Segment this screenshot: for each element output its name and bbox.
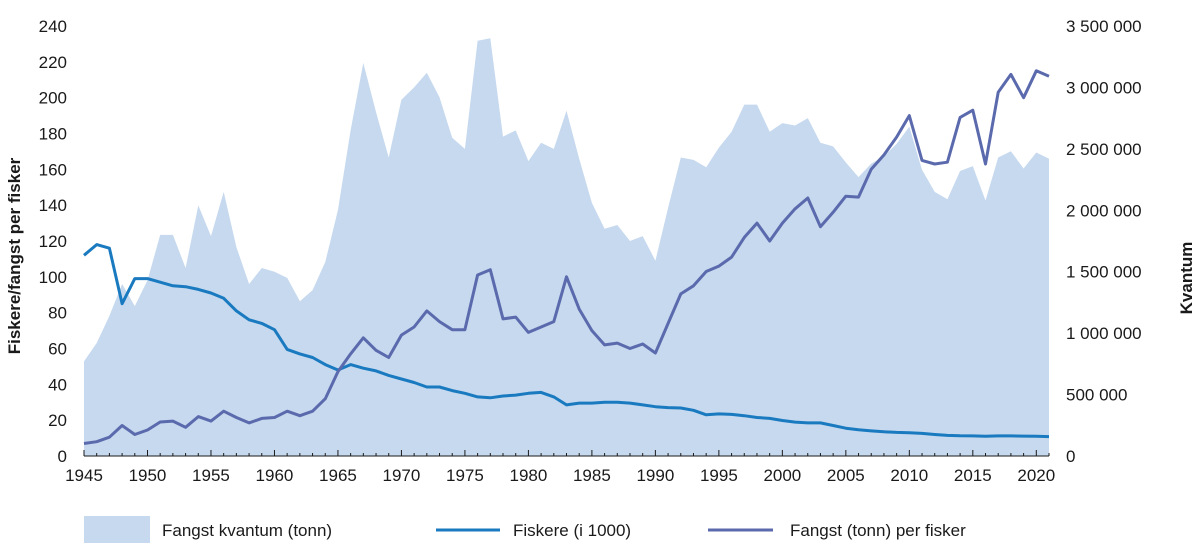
y-left-tick-label: 60 <box>48 340 67 359</box>
y-right-tick-label: 3 000 000 <box>1066 78 1142 97</box>
y-axis-right-ticks: 0 500 000 1 000 000 1 500 000 2 000 000 2 500… <box>1066 17 1142 466</box>
x-tick-label: 1960 <box>256 466 294 485</box>
y-left-tick-label: 140 <box>39 196 67 215</box>
x-tick-label: 1980 <box>509 466 547 485</box>
x-tick-label: 2015 <box>954 466 992 485</box>
series-line-fiskere <box>83 243 1050 439</box>
y-right-tick-label: 3 500 000 <box>1066 17 1142 36</box>
y-left-tick-label: 220 <box>39 53 67 72</box>
y-left-tick-label: 120 <box>39 232 67 251</box>
x-tick-label: 2010 <box>890 466 928 485</box>
legend-swatch-area <box>84 516 150 543</box>
y-left-tick-label: 160 <box>39 160 67 179</box>
x-tick-label: 1970 <box>383 466 421 485</box>
plot-area <box>83 38 1050 457</box>
x-axis-ticks: 1945 1950 1955 1960 1965 1970 1975 1980 1985 1990… <box>65 466 1055 485</box>
y-right-tick-label: 2 500 000 <box>1066 140 1142 159</box>
y-left-tick-label: 20 <box>48 411 67 430</box>
y-left-tick-label: 80 <box>48 304 67 323</box>
legend-label-fiskere: Fiskere (i 1000) <box>513 521 631 540</box>
y-right-tick-label: 2 000 000 <box>1066 201 1142 220</box>
x-tick-label: 1995 <box>700 466 738 485</box>
x-tick-label: 1950 <box>129 466 167 485</box>
series-area-fangst-kvantum <box>84 38 1049 457</box>
y-right-tick-label: 1 500 000 <box>1066 263 1142 282</box>
x-tick-label: 1965 <box>319 466 357 485</box>
x-tick-label: 1990 <box>636 466 674 485</box>
y-left-tick-label: 200 <box>39 89 67 108</box>
x-tick-label: 1945 <box>65 466 103 485</box>
legend-label-per-fisker: Fangst (tonn) per fisker <box>790 521 966 540</box>
y-left-tick-label: 40 <box>48 375 67 394</box>
y-right-tick-label: 1 000 000 <box>1066 324 1142 343</box>
y-right-tick-label: 0 <box>1066 447 1075 466</box>
y-left-tick-label: 240 <box>39 17 67 36</box>
legend: Fangst kvantum (tonn) Fiskere (i 1000) F… <box>84 516 966 543</box>
x-tick-label: 1955 <box>192 466 230 485</box>
x-tick-label: 1975 <box>446 466 484 485</box>
series-line-fangst-per-fisker <box>83 69 1050 445</box>
y-left-tick-label: 100 <box>39 268 67 287</box>
y-axis-left-ticks: 0 20 40 60 80 100 120 140 160 180 200 220 240 <box>39 17 67 466</box>
y-axis-left-title: Fiskere/fangst per fisker <box>5 157 24 354</box>
y-right-tick-label: 500 000 <box>1066 386 1127 405</box>
legend-label-area: Fangst kvantum (tonn) <box>162 521 332 540</box>
x-tick-label: 2000 <box>763 466 801 485</box>
x-tick-label: 2005 <box>827 466 865 485</box>
x-tick-label: 1985 <box>573 466 611 485</box>
x-tick-label: 2020 <box>1017 466 1055 485</box>
y-axis-right-title: Kvantum <box>1177 242 1196 315</box>
y-left-tick-label: 0 <box>58 447 67 466</box>
y-left-tick-label: 180 <box>39 125 67 144</box>
